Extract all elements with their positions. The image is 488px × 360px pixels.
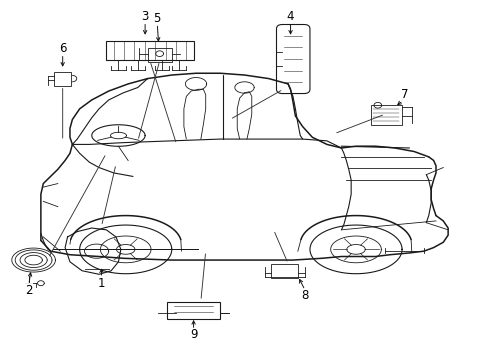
Text: 8: 8 xyxy=(301,289,308,302)
Bar xyxy=(54,72,71,86)
Text: 5: 5 xyxy=(153,12,161,24)
Text: 6: 6 xyxy=(59,42,66,55)
Text: 3: 3 xyxy=(141,10,148,23)
Bar xyxy=(271,264,297,278)
Bar xyxy=(370,105,401,125)
Text: 2: 2 xyxy=(25,284,32,297)
Text: 9: 9 xyxy=(189,328,197,341)
Text: 1: 1 xyxy=(98,277,105,290)
Bar xyxy=(166,302,220,319)
Bar xyxy=(147,48,171,62)
Bar xyxy=(106,41,193,60)
Text: 7: 7 xyxy=(400,88,407,101)
Text: 4: 4 xyxy=(286,10,294,23)
